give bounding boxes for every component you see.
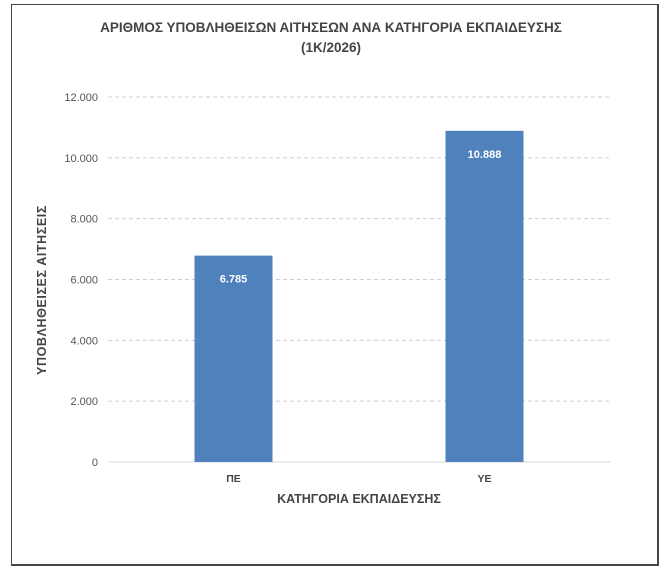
chart-subtitle: (1Κ/2026): [300, 40, 362, 55]
y-tick-label: 12.000: [64, 92, 98, 104]
x-tick-label: ΠΕ: [226, 473, 241, 485]
data-label: 10.888: [468, 149, 502, 161]
chart-title: ΑΡΙΘΜΟΣ ΥΠΟΒΛΗΘΕΙΣΩΝ ΑΙΤΗΣΕΩΝ ΑΝΑ ΚΑΤΗΓΟ…: [100, 20, 562, 35]
y-tick-label: 10.000: [64, 153, 98, 165]
bar-1: [194, 255, 273, 462]
bar-2: [445, 130, 524, 462]
x-axis-title: ΚΑΤΗΓΟΡΙΑ ΕΚΠΑΙΔΕΥΣΗΣ: [277, 492, 441, 506]
y-tick-label: 2.000: [70, 396, 98, 408]
x-tick-label: ΥΕ: [477, 473, 491, 485]
y-axis-title: ΥΠΟΒΛΗΘΕΙΣΕΣ ΑΙΤΗΣΕΙΣ: [35, 205, 49, 375]
data-label: 6.785: [220, 274, 248, 286]
chart-border: [11, 4, 659, 566]
y-tick-label: 0: [92, 457, 98, 469]
y-tick-label: 6.000: [70, 275, 98, 287]
y-tick-label: 4.000: [70, 335, 98, 347]
y-tick-label: 8.000: [70, 214, 98, 226]
